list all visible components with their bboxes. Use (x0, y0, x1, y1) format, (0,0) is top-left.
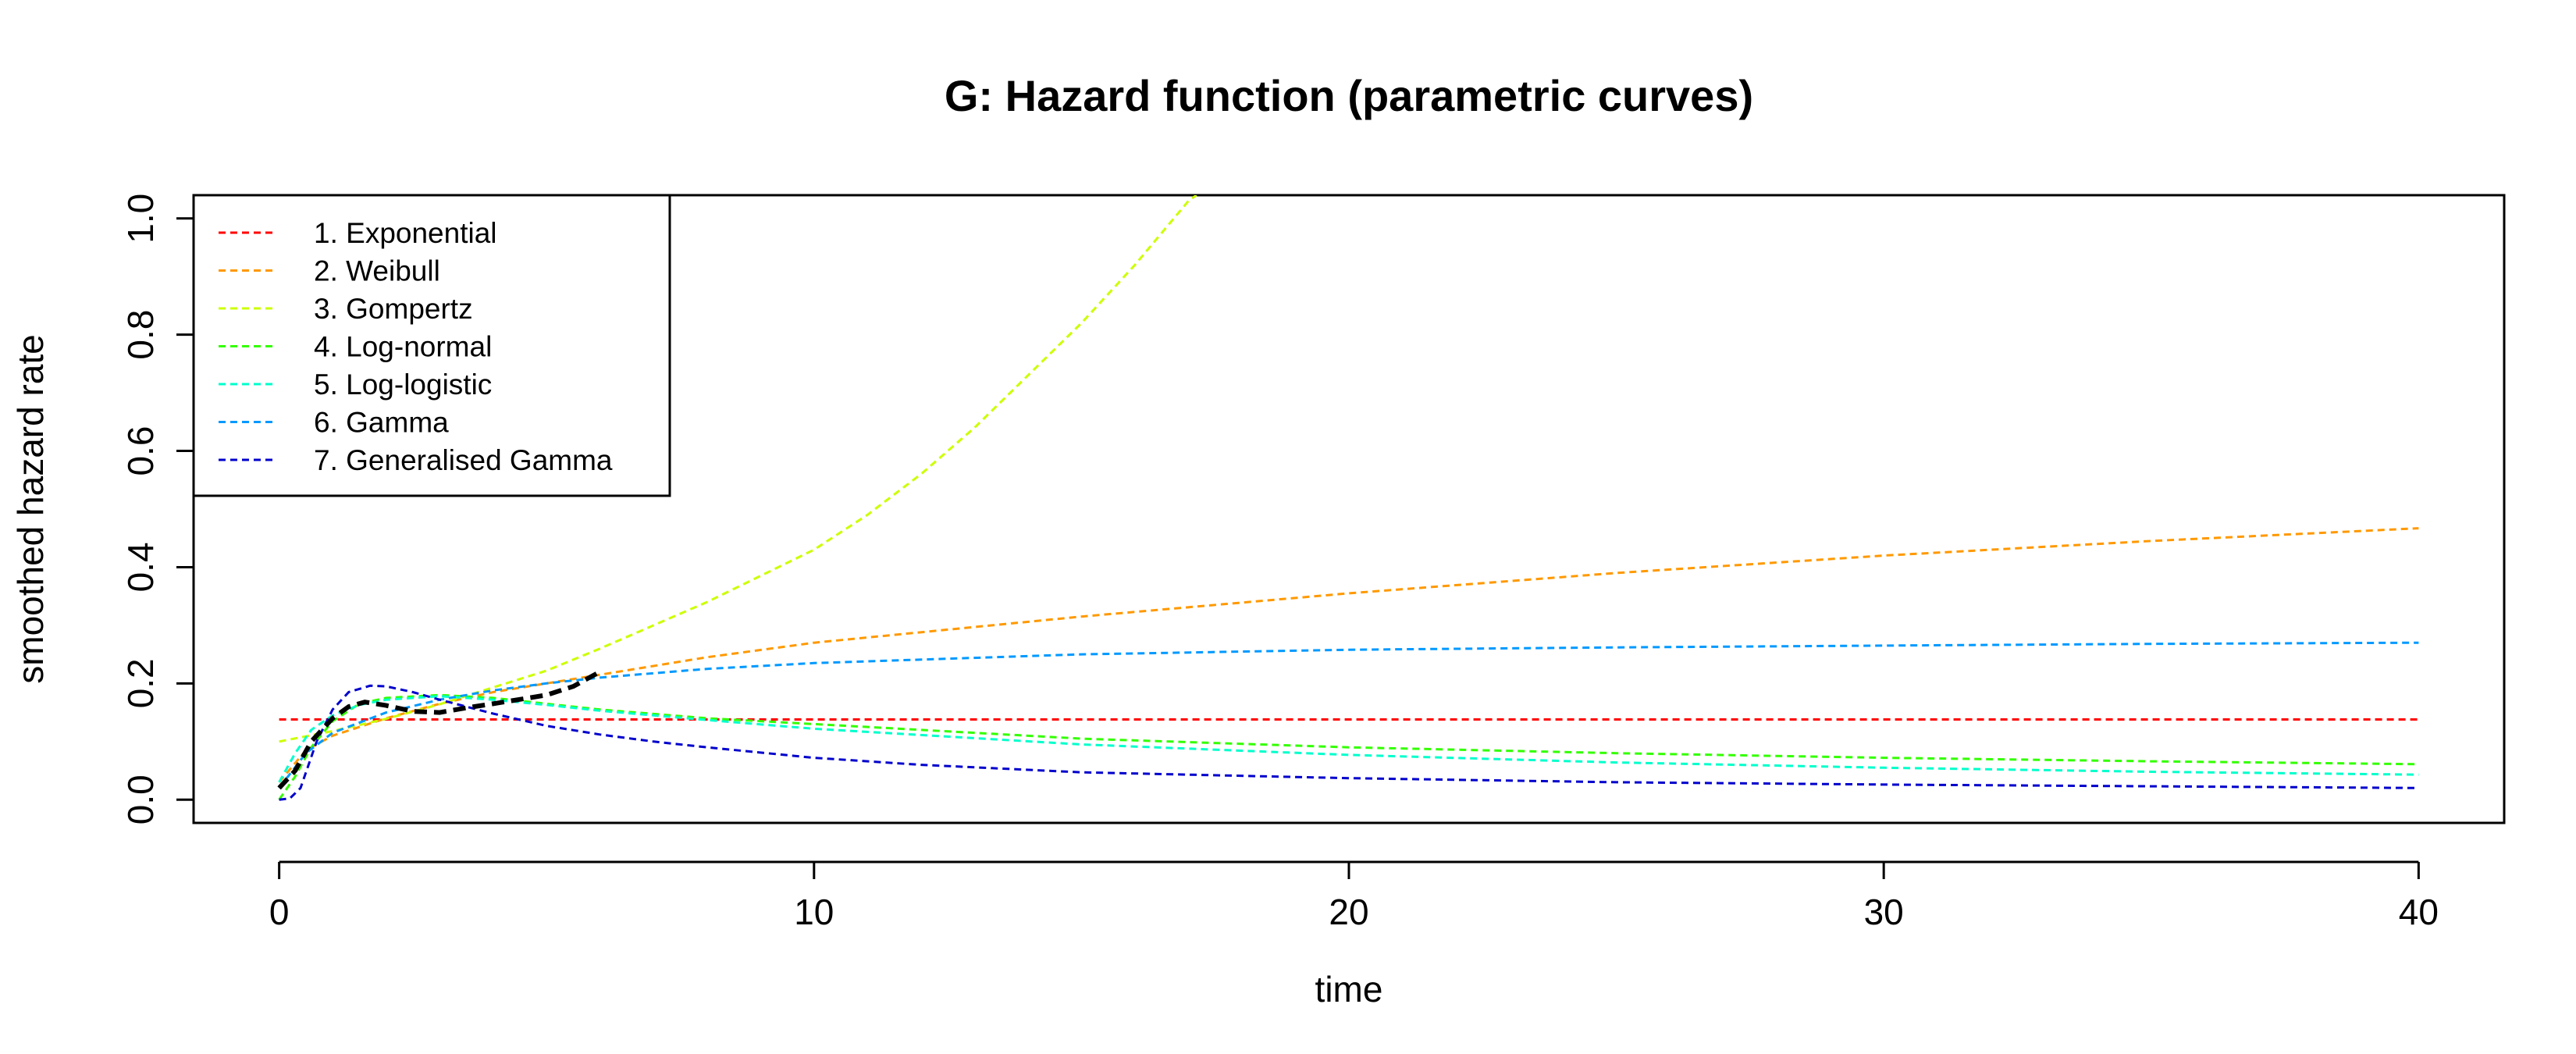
series-layer (277, 195, 2419, 801)
x-axis-label: time (1315, 969, 1383, 1009)
series-line-7 (279, 684, 2419, 801)
x-tick-label: 10 (794, 892, 834, 932)
legend-label: 3. Gompertz (314, 293, 473, 325)
y-tick-label: 0.0 (120, 774, 161, 824)
y-tick-label: 0.4 (120, 542, 161, 592)
x-tick-label: 0 (269, 892, 290, 932)
y-axis-label: smoothed hazard rate (10, 334, 51, 684)
y-tick-label: 0.6 (120, 426, 161, 476)
axes: 0 10 20 30 40 0.0 0.2 0.4 0.6 0.8 1.0 (120, 194, 2439, 932)
y-tick-label: 1.0 (120, 194, 161, 244)
series-line-5 (278, 695, 2419, 783)
x-tick-label: 30 (1864, 892, 1904, 932)
y-tick-label: 0.2 (120, 658, 161, 708)
legend-label: 1. Exponential (314, 217, 497, 249)
observed-hazard-line (277, 669, 602, 790)
legend-label: 5. Log-logistic (314, 369, 492, 401)
legend-label: 7. Generalised Gamma (314, 444, 613, 476)
chart-title: G: Hazard function (parametric curves) (945, 71, 1753, 120)
x-tick-label: 20 (1329, 892, 1368, 932)
legend-label: 4. Log-normal (314, 331, 492, 363)
legend-label: 2. Weibull (314, 255, 440, 287)
y-tick-label: 0.8 (120, 310, 161, 360)
series-line-2 (278, 527, 2419, 783)
series-line-6 (278, 641, 2419, 789)
legend-box (192, 194, 671, 497)
legend-label: 6. Gamma (314, 407, 449, 439)
series-line-3 (279, 195, 1197, 743)
x-tick-label: 40 (2399, 892, 2439, 932)
legend: 1. Exponential 2. Weibull 3. Gompertz 4. Lo… (192, 194, 671, 497)
